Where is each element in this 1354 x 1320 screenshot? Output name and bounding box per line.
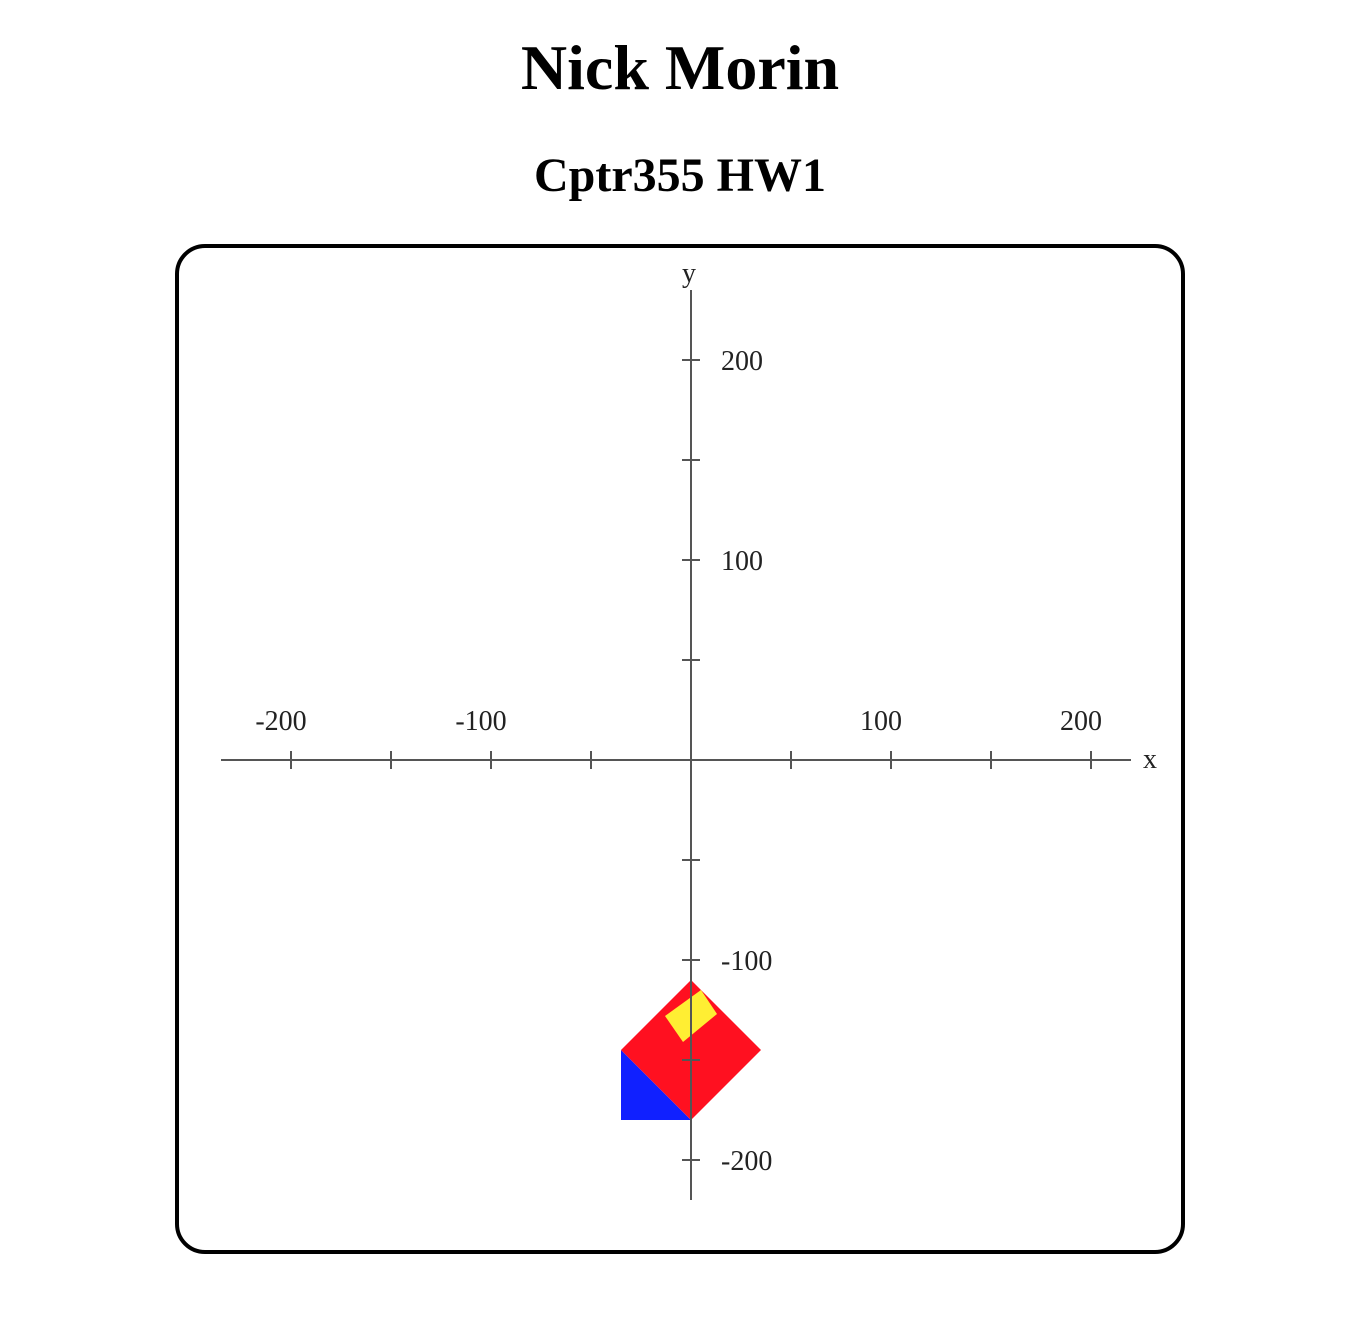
y-tick-label: -200 bbox=[721, 1146, 772, 1177]
y-tick-label: -100 bbox=[721, 946, 772, 977]
x-axis-label: x bbox=[1143, 744, 1157, 775]
y-tick-label: 200 bbox=[721, 346, 763, 377]
page-title: Nick Morin bbox=[520, 32, 840, 103]
x-tick-label: 200 bbox=[1060, 706, 1102, 737]
x-tick-label: -200 bbox=[255, 706, 306, 737]
coordinate-plane: -200 -100 100 200 -200 -100 100 200 x y bbox=[221, 258, 1157, 1200]
y-tick-label: 100 bbox=[721, 546, 763, 577]
x-tick-label: -100 bbox=[455, 706, 506, 737]
x-tick-label: 100 bbox=[860, 706, 902, 737]
page-subtitle: Cptr355 HW1 bbox=[534, 149, 826, 202]
drawing-canvas: -200 -100 100 200 -200 -100 100 200 x y bbox=[175, 244, 1185, 1254]
y-axis-label: y bbox=[682, 258, 696, 289]
